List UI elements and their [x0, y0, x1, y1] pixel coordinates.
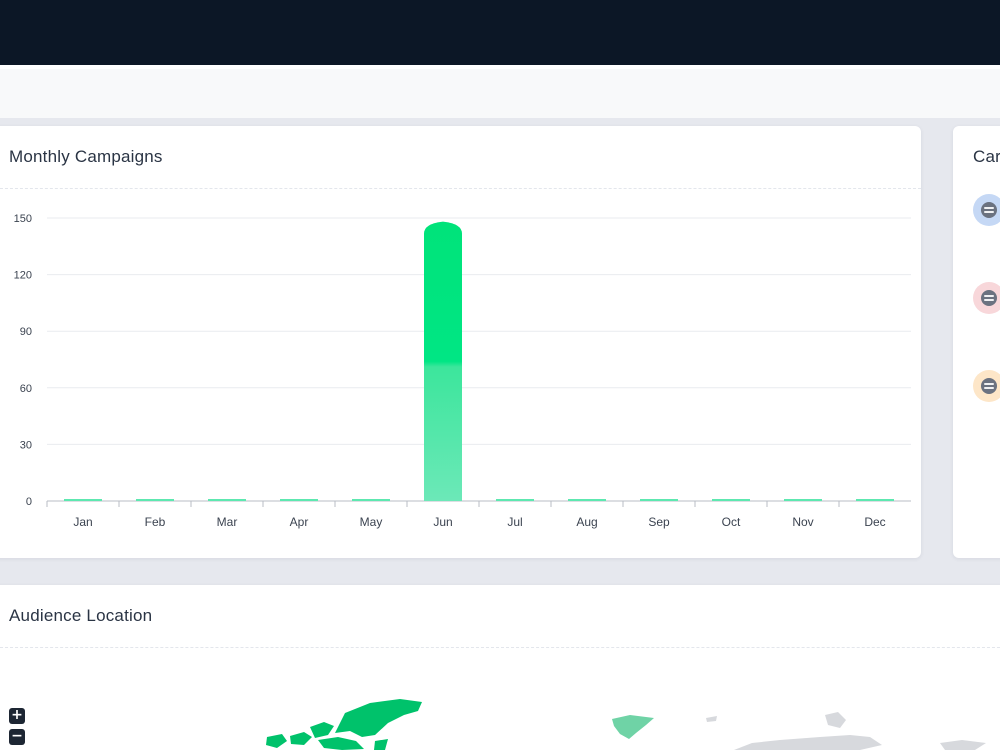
x-tick-label: Dec	[864, 515, 885, 529]
x-tick-label: Jan	[73, 515, 92, 529]
x-tick-label: Nov	[792, 515, 813, 529]
zoom-out-button[interactable]: −	[9, 729, 25, 745]
bar-dec[interactable]	[856, 499, 894, 501]
x-tick-label: Apr	[290, 515, 309, 529]
bar-jan[interactable]	[64, 499, 102, 501]
x-tick-label: Mar	[217, 515, 238, 529]
audience-location-card: Audience Location + −	[0, 585, 1000, 750]
bar-feb[interactable]	[136, 499, 174, 501]
y-tick-label: 90	[20, 326, 32, 338]
spotify-icon	[973, 370, 1000, 402]
bar-mar[interactable]	[208, 499, 246, 501]
x-tick-label: Aug	[576, 515, 597, 529]
sub-header-bar	[0, 65, 1000, 118]
y-tick-label: 60	[20, 383, 32, 395]
card-title: Audience Location	[9, 606, 153, 625]
map-region-greenland	[612, 715, 654, 739]
x-tick-label: Jun	[433, 515, 452, 529]
card-title: Car	[973, 147, 1000, 166]
spotify-icon	[973, 282, 1000, 314]
map-region-eurasia	[706, 712, 986, 750]
monthly-campaigns-chart: 0 30 60 90 120 150 Jan Feb Mar Apr May Jun Jul Aug Sep…	[14, 213, 911, 529]
bar-jun[interactable]	[424, 221, 462, 501]
spotify-icon	[973, 194, 1000, 226]
card-title: Monthly Campaigns	[9, 147, 163, 166]
y-tick-label: 120	[14, 270, 32, 282]
spotify-icon-glyph	[981, 378, 997, 394]
bar-aug[interactable]	[568, 499, 606, 501]
monthly-campaigns-card: Monthly Campaigns 0 30 60 90 120 150 Jan Feb Mar…	[0, 126, 921, 558]
x-tick-label: Jul	[507, 515, 522, 529]
x-tick-label: Sep	[648, 515, 670, 529]
x-tick-label: May	[360, 515, 383, 529]
bar-may[interactable]	[352, 499, 390, 501]
y-tick-label: 150	[14, 213, 32, 225]
x-tick-label: Feb	[145, 515, 166, 529]
top-navbar	[0, 0, 1000, 65]
side-card: Car	[953, 126, 1000, 558]
y-tick-label: 0	[26, 496, 32, 508]
spotify-icon-glyph	[981, 290, 997, 306]
bar-apr[interactable]	[280, 499, 318, 501]
bar-nov[interactable]	[784, 499, 822, 501]
x-tick-label: Oct	[722, 515, 741, 529]
bar-sep[interactable]	[640, 499, 678, 501]
card-divider	[0, 647, 1000, 648]
spotify-icon-glyph	[981, 202, 997, 218]
y-tick-label: 30	[20, 439, 32, 451]
map-region-north-america	[266, 699, 422, 750]
card-divider	[0, 188, 921, 189]
world-map	[266, 699, 986, 750]
bar-oct[interactable]	[712, 499, 750, 501]
bar-jul[interactable]	[496, 499, 534, 501]
zoom-in-button[interactable]: +	[9, 708, 25, 724]
